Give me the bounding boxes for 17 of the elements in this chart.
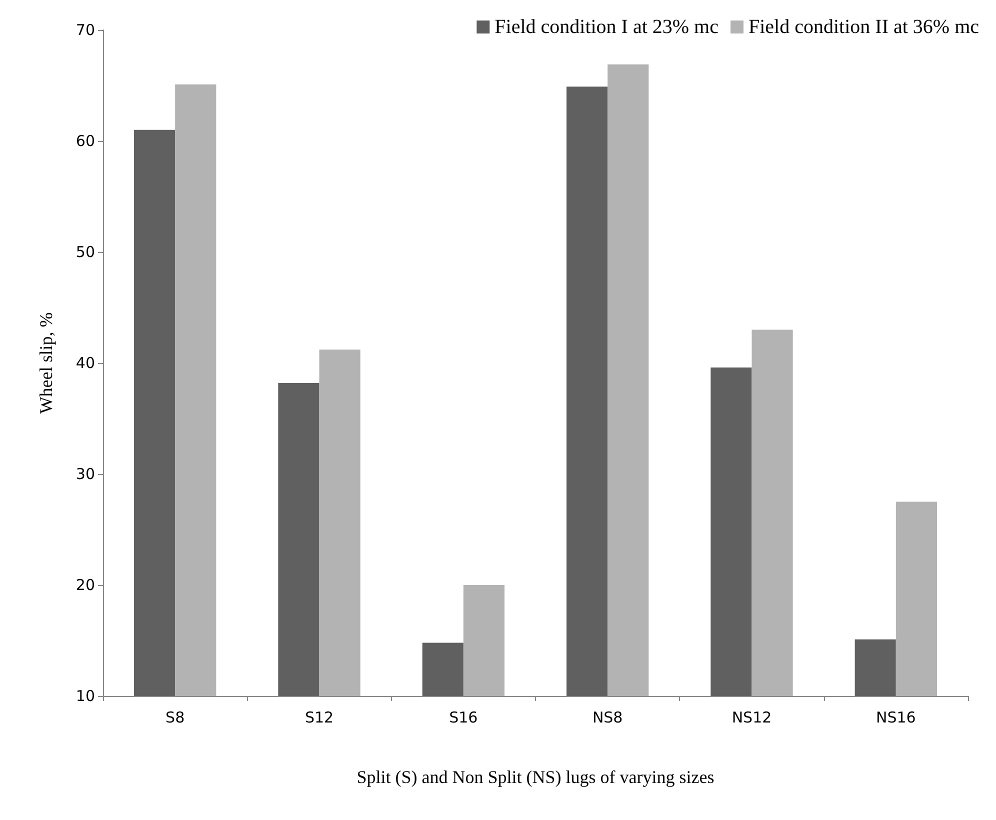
x-tick-label: S12 <box>304 708 334 726</box>
x-tick-label: S16 <box>449 708 478 726</box>
x-tick-label: NS12 <box>732 708 772 726</box>
y-tick-label: 30 <box>76 465 95 483</box>
legend-label: Field condition II at 36% mc <box>748 16 980 38</box>
legend-label: Field condition I at 23% mc <box>494 16 719 38</box>
y-tick-label: 20 <box>76 576 95 594</box>
x-axis-title: Split (S) and Non Split (NS) lugs of varying sizes <box>356 767 714 787</box>
y-tick-label: 50 <box>76 243 95 261</box>
y-tick-label: 10 <box>76 687 95 705</box>
y-tick-label: 70 <box>76 21 95 39</box>
y-axis-title: Wheel slip, % <box>36 312 56 414</box>
y-tick-label: 40 <box>76 354 95 372</box>
x-tick-label: NS16 <box>876 708 916 726</box>
x-tick-label: NS8 <box>592 708 623 726</box>
x-tick-label: S8 <box>166 708 185 726</box>
y-tick-label: 60 <box>76 132 95 150</box>
